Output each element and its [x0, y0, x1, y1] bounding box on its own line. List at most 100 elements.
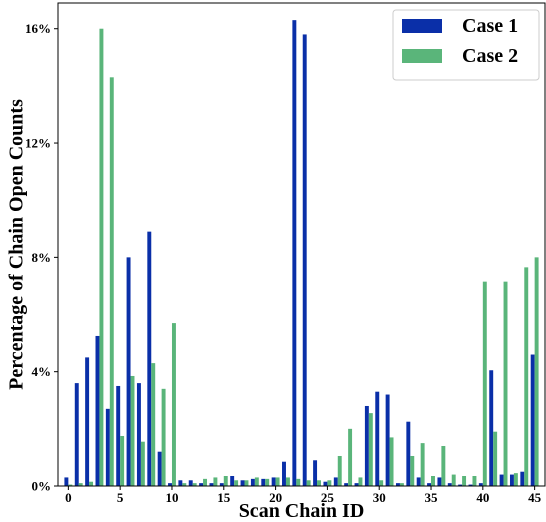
bar-case-1-chain-28	[354, 483, 359, 486]
bar-case-2-chain-39	[472, 476, 477, 486]
bar-case-2-chain-0	[68, 484, 73, 486]
bar-case-2-chain-24	[317, 480, 321, 486]
bar-case-1-chain-31	[385, 394, 390, 486]
bar-case-2-chain-9	[161, 388, 166, 486]
bar-case-1-chain-2	[85, 357, 90, 486]
bar-case-2-chain-1	[78, 483, 83, 486]
legend-swatch-case-1	[402, 19, 442, 33]
x-tick-label: 25	[321, 490, 335, 505]
x-tick-label: 10	[165, 490, 178, 505]
x-tick-label: 40	[476, 490, 489, 505]
x-axis-label: Scan Chain ID	[239, 500, 365, 522]
bar-case-2-chain-30	[379, 480, 384, 486]
bar-case-2-chain-15	[223, 476, 228, 486]
bar-case-1-chain-0	[64, 477, 69, 486]
bar-case-2-chain-35	[431, 476, 435, 486]
bar-case-1-chain-6	[126, 257, 131, 486]
bar-case-2-chain-8	[151, 363, 156, 486]
bar-case-1-chain-27	[344, 483, 349, 486]
bar-case-2-chain-19	[265, 478, 270, 486]
bar-case-1-chain-39	[468, 484, 473, 486]
bars-layer	[64, 20, 539, 487]
bar-case-1-chain-33	[406, 421, 411, 486]
legend-label-case-1: Case 1	[462, 15, 518, 37]
x-tick-label: 45	[528, 490, 542, 505]
bar-case-2-chain-13	[203, 478, 207, 486]
bar-case-2-chain-7	[140, 441, 145, 486]
bar-case-1-chain-5	[116, 385, 121, 486]
bar-case-2-chain-18	[254, 477, 259, 486]
bar-case-1-chain-45	[530, 354, 535, 486]
bar-case-1-chain-17	[240, 480, 245, 486]
bar-case-2-chain-43	[513, 473, 518, 486]
bar-case-2-chain-6	[130, 375, 135, 486]
bar-case-1-chain-43	[509, 474, 514, 486]
bar-case-1-chain-35	[427, 483, 432, 486]
bar-case-2-chain-25	[327, 480, 332, 486]
x-tick-label: 20	[269, 490, 282, 505]
bar-case-2-chain-5	[120, 435, 125, 486]
legend-label-case-2: Case 2	[462, 45, 518, 67]
bar-case-2-chain-21	[285, 477, 290, 486]
bar-case-2-chain-14	[213, 477, 218, 486]
bar-case-2-chain-12	[192, 483, 197, 486]
bar-case-2-chain-34	[420, 443, 425, 486]
bar-case-1-chain-20	[271, 477, 276, 486]
y-tick-label: 8%	[32, 250, 52, 265]
bar-case-1-chain-9	[157, 451, 162, 486]
bar-case-1-chain-37	[447, 483, 452, 486]
bar-case-2-chain-29	[368, 413, 373, 486]
bar-case-1-chain-22	[292, 20, 297, 487]
y-tick-label: 4%	[32, 364, 52, 379]
y-tick-label: 12%	[25, 136, 51, 151]
ticks-layer: 0 5 10 15 20 25 30 35 40 45 0% 4% 8% 12% 16%	[25, 21, 542, 505]
bar-case-1-chain-36	[437, 477, 442, 486]
x-tick-label: 15	[217, 490, 231, 505]
bar-case-2-chain-27	[348, 428, 353, 486]
bar-case-2-chain-44	[524, 267, 529, 486]
legend: Case 1 Case 2	[392, 9, 540, 81]
y-axis-label: Percentage of Chain Open Counts	[6, 99, 28, 390]
bar-case-2-chain-42	[503, 281, 508, 486]
bar-case-1-chain-13	[199, 483, 204, 486]
bar-case-2-chain-37	[451, 474, 456, 486]
bar-case-1-chain-29	[364, 405, 369, 486]
bar-case-1-chain-1	[74, 383, 79, 486]
legend-swatch-case-2	[402, 49, 442, 63]
bar-case-1-chain-26	[333, 477, 338, 486]
bar-case-2-chain-22	[296, 478, 301, 486]
bar-case-2-chain-4	[109, 77, 114, 486]
bar-case-2-chain-45	[534, 257, 539, 486]
plot-frame	[57, 2, 546, 487]
bar-case-1-chain-3	[95, 335, 100, 486]
bar-case-1-chain-10	[168, 483, 172, 486]
bar-case-2-chain-23	[306, 480, 311, 486]
bar-case-2-chain-32	[399, 483, 404, 486]
bar-case-2-chain-17	[244, 480, 249, 486]
bar-case-2-chain-36	[441, 445, 446, 486]
bar-case-1-chain-30	[375, 391, 380, 486]
bar-case-1-chain-23	[302, 34, 307, 486]
y-tick-label: 0%	[32, 479, 52, 494]
bar-case-1-chain-14	[209, 483, 214, 486]
bar-case-1-chain-8	[147, 231, 152, 486]
bar-case-2-chain-2	[89, 481, 94, 486]
bar-case-1-chain-38	[458, 484, 463, 486]
bar-case-1-chain-25	[323, 481, 328, 486]
bar-case-2-chain-11	[182, 483, 187, 486]
bar-case-1-chain-11	[178, 480, 183, 486]
x-tick-label: 35	[425, 490, 439, 505]
bar-case-2-chain-38	[462, 476, 467, 486]
bar-case-1-chain-16	[230, 476, 235, 486]
bar-case-1-chain-24	[313, 460, 318, 486]
bar-case-1-chain-18	[250, 478, 255, 486]
x-tick-label: 5	[117, 490, 124, 505]
bar-case-1-chain-15	[219, 483, 224, 486]
bar-case-2-chain-40	[482, 281, 487, 486]
bar-case-2-chain-28	[358, 477, 363, 486]
x-tick-label: 0	[65, 490, 72, 505]
bar-case-1-chain-42	[499, 474, 504, 486]
bar-case-2-chain-10	[171, 323, 176, 486]
bar-case-2-chain-33	[410, 455, 415, 486]
bar-case-1-chain-12	[188, 480, 193, 486]
